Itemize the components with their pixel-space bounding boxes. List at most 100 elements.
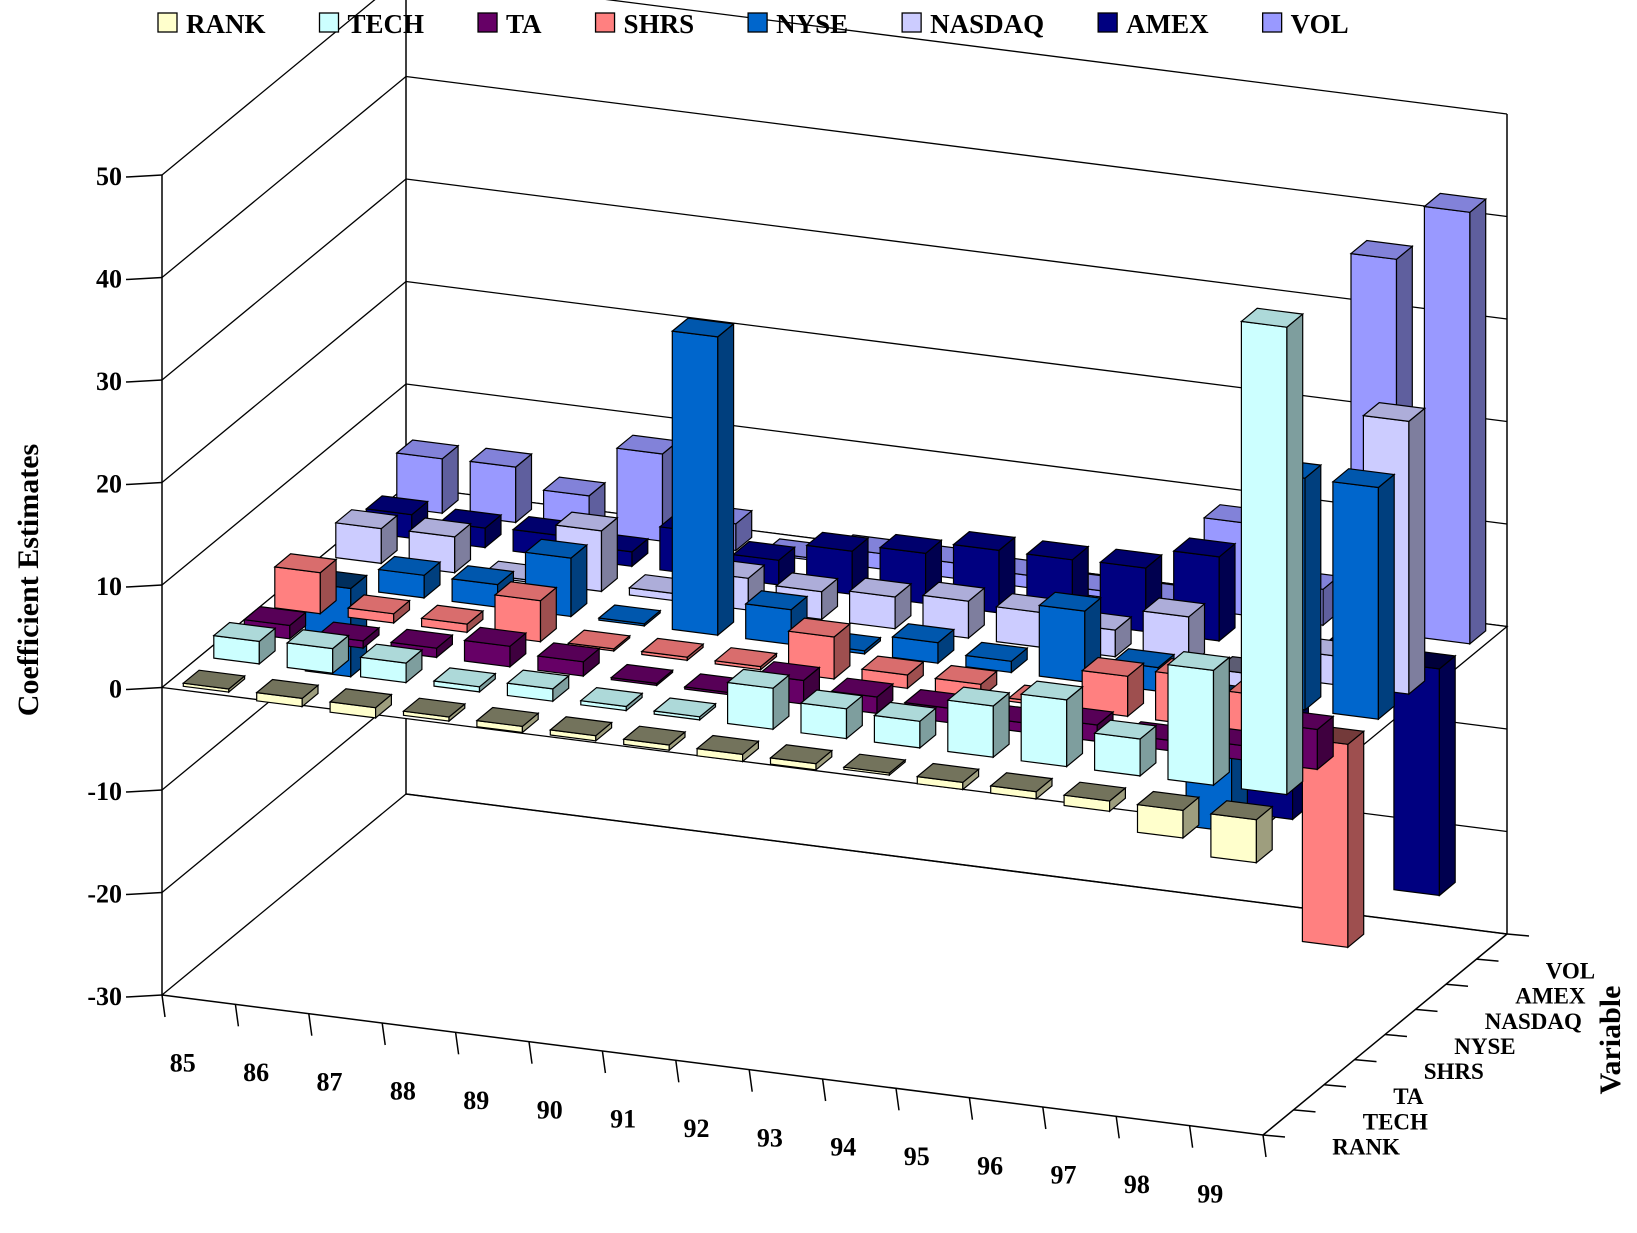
bar-rank-92 bbox=[695, 734, 760, 763]
bar-top bbox=[579, 686, 644, 708]
bar-top bbox=[1037, 591, 1103, 612]
z-tick bbox=[1293, 1109, 1316, 1113]
legend-item-rank: RANK bbox=[157, 9, 266, 39]
gridline bbox=[405, 280, 1508, 423]
bar-top bbox=[212, 621, 277, 643]
bar-top bbox=[933, 664, 999, 685]
x-tick bbox=[1042, 1106, 1047, 1130]
x-tick-label: 91 bbox=[610, 1105, 636, 1134]
bar-ta-89 bbox=[536, 642, 601, 678]
legend-item-tech: TECH bbox=[318, 9, 424, 39]
bar-ta-90 bbox=[609, 663, 675, 687]
x-tick bbox=[895, 1088, 900, 1111]
z-tick bbox=[1384, 1033, 1408, 1038]
bar-top bbox=[334, 509, 399, 530]
y-tick-label: 50 bbox=[96, 162, 122, 191]
bar-top bbox=[640, 637, 705, 658]
bar-front bbox=[1240, 320, 1288, 796]
bar-top bbox=[1093, 719, 1158, 740]
bar-rank-89 bbox=[475, 706, 540, 734]
bar-front bbox=[1020, 693, 1068, 768]
gridline-side bbox=[161, 0, 376, 176]
legend-item-vol: VOL bbox=[1261, 9, 1349, 39]
bar-vol-86 bbox=[468, 447, 533, 524]
y-tick bbox=[125, 789, 163, 793]
bar-front bbox=[745, 603, 792, 646]
bar-front bbox=[1038, 604, 1086, 683]
bar-shrs-89 bbox=[566, 629, 632, 653]
bar-top bbox=[1019, 680, 1084, 701]
bar-top bbox=[799, 689, 864, 710]
x-tick-label: 92 bbox=[684, 1114, 710, 1143]
x-tick-label: 89 bbox=[463, 1086, 489, 1115]
x-tick-label: 86 bbox=[243, 1058, 269, 1087]
bar-top bbox=[524, 538, 589, 559]
bar-top bbox=[1080, 656, 1145, 677]
bar-top bbox=[285, 629, 350, 650]
z-tick bbox=[1415, 1008, 1438, 1013]
z-axis-title: Variable bbox=[1594, 986, 1627, 1095]
bar-nyse-89 bbox=[597, 604, 662, 628]
bar-front bbox=[848, 590, 896, 630]
legend-label: TA bbox=[506, 9, 542, 39]
bar-top bbox=[921, 581, 986, 602]
gridline-side bbox=[161, 690, 407, 894]
gridline-side bbox=[161, 280, 407, 484]
z-tick-label: AMEX bbox=[1515, 984, 1586, 1009]
x-tick bbox=[675, 1060, 680, 1083]
bar-nyse-93 bbox=[891, 623, 956, 665]
bar-tech-93 bbox=[799, 689, 864, 740]
bar-top bbox=[536, 642, 601, 663]
y-tick-label: 40 bbox=[96, 265, 122, 294]
bar-top bbox=[1166, 650, 1231, 672]
x-tick bbox=[234, 1004, 240, 1027]
bar-tech-86 bbox=[285, 629, 350, 675]
legend-swatch bbox=[157, 12, 178, 33]
bar-tech-91 bbox=[652, 697, 717, 722]
bar-top bbox=[842, 753, 907, 774]
bar-front bbox=[1393, 662, 1441, 897]
bar-front bbox=[335, 522, 382, 565]
z-tick bbox=[1354, 1058, 1377, 1063]
bar-side bbox=[1347, 730, 1365, 949]
bar-tech-85 bbox=[212, 621, 277, 666]
bar-top bbox=[346, 594, 411, 615]
legend-swatch bbox=[318, 12, 340, 33]
bar-tech-96 bbox=[1019, 680, 1084, 768]
z-tick-label: RANK bbox=[1332, 1134, 1400, 1159]
legend-label: AMEX bbox=[1126, 9, 1209, 39]
y-tick bbox=[125, 686, 163, 691]
bar-top bbox=[493, 581, 558, 602]
legend-label: NYSE bbox=[776, 9, 848, 39]
bar-top bbox=[1062, 781, 1127, 802]
bar-front bbox=[1167, 664, 1215, 786]
bar-top bbox=[402, 697, 467, 718]
bar-front bbox=[1423, 205, 1471, 645]
x-tick bbox=[161, 994, 166, 1018]
bar-top bbox=[407, 517, 472, 538]
z-tick-label: NYSE bbox=[1454, 1034, 1515, 1059]
bar-nyse-90 bbox=[670, 317, 736, 637]
bar-top bbox=[989, 772, 1054, 793]
y-tick bbox=[125, 276, 163, 281]
bar-tech-97 bbox=[1093, 719, 1158, 778]
bar-top bbox=[359, 643, 424, 664]
bar-rank-94 bbox=[842, 753, 907, 777]
x-tick-label: 88 bbox=[390, 1077, 416, 1106]
bar-vol-99 bbox=[1422, 192, 1488, 646]
gridline bbox=[605, 0, 1508, 115]
bar-top bbox=[891, 623, 956, 644]
bar-side bbox=[1286, 312, 1304, 796]
y-tick bbox=[125, 174, 163, 178]
bar-shrs-85 bbox=[273, 553, 338, 615]
bar-tech-92 bbox=[726, 668, 791, 731]
bar-top bbox=[242, 605, 308, 627]
legend-item-nasdaq: NASDAQ bbox=[901, 9, 1044, 39]
legend-item-nyse: NYSE bbox=[747, 9, 848, 39]
bars-layer bbox=[181, 192, 1488, 949]
x-tick-label: 95 bbox=[904, 1142, 930, 1171]
z-tick bbox=[1476, 958, 1499, 962]
bar-top bbox=[769, 744, 834, 765]
y-tick bbox=[125, 994, 163, 998]
